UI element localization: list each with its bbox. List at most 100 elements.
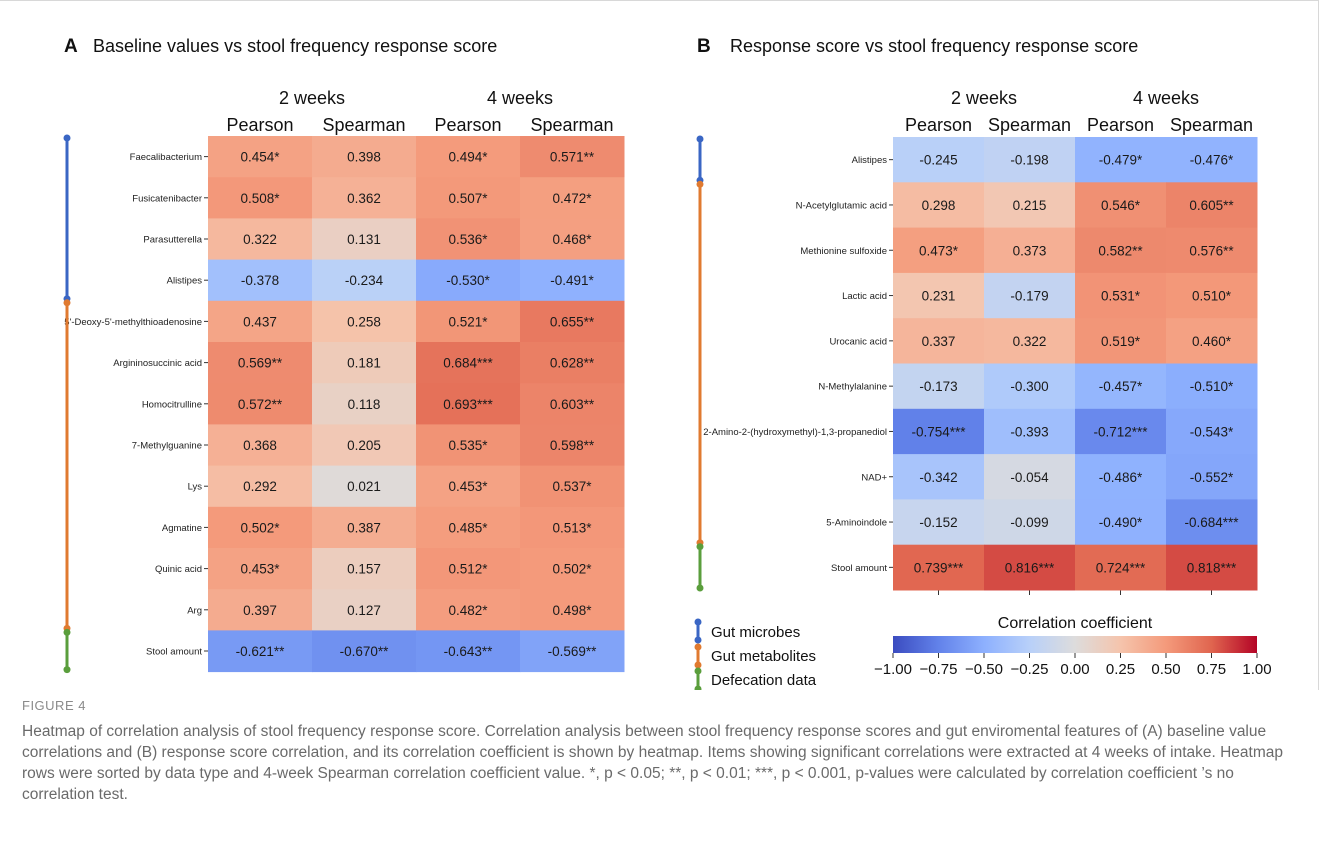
- heatmap-cell: [416, 465, 521, 508]
- heatmap-cell: [984, 182, 1076, 229]
- cell-value-label: 0.576**: [1189, 243, 1234, 258]
- heatmap-cell: [520, 259, 625, 302]
- row-label: Methionine sulfoxide: [800, 246, 887, 257]
- heatmap-cell: [1075, 182, 1167, 229]
- panel-b-group-brackets: [696, 135, 704, 592]
- panel-b-title: Response score vs stool frequency respon…: [730, 36, 1138, 56]
- cell-value-label: 0.387: [347, 520, 381, 535]
- heatmap-cell: [208, 548, 313, 590]
- heatmap-cell: [1166, 408, 1258, 455]
- cell-value-label: -0.245: [919, 153, 957, 168]
- heatmap-cell: [520, 177, 625, 219]
- cell-value-label: 0.569**: [238, 356, 283, 371]
- legend-dot-bottom: [694, 661, 702, 669]
- time-group-header: 4 weeks: [487, 88, 553, 108]
- legend-gut-metabolites-label: Gut metabolites: [711, 648, 816, 665]
- heatmap-cell: [416, 548, 521, 590]
- row-label: Stool amount: [831, 563, 887, 574]
- cell-value-label: -0.486*: [1099, 470, 1143, 485]
- legend-dot-bottom: [694, 685, 702, 690]
- colorbar-title: Correlation coefficient: [998, 615, 1153, 632]
- time-group-header: 2 weeks: [951, 88, 1017, 108]
- legend-gut-microbes: Gut microbes: [694, 618, 800, 644]
- cell-value-label: 0.337: [922, 334, 956, 349]
- row-label: Argininosuccinic acid: [113, 358, 202, 369]
- legend-gut-microbes-label: Gut microbes: [711, 624, 800, 641]
- heatmap-cell: [416, 300, 521, 343]
- group-bracket-dot: [63, 299, 71, 307]
- cell-value-label: 0.513*: [552, 520, 592, 535]
- cell-value-label: -0.198: [1010, 153, 1048, 168]
- cell-value-label: 0.494*: [448, 150, 488, 165]
- heatmap-cell: [893, 454, 985, 500]
- cell-value-label: 0.298: [922, 198, 956, 213]
- colorbar-tick-label: −0.50: [965, 661, 1003, 678]
- row-label: Homocitrulline: [142, 399, 202, 410]
- colorbar-gradient-bar: [893, 636, 1257, 653]
- row-label: 2-Amino-2-(hydroxymethyl)-1,3-propanedio…: [703, 427, 887, 438]
- row-label: Lys: [188, 482, 203, 493]
- colorbar: Correlation coefficient −1.00 −0.75 −0.50−…: [874, 615, 1272, 678]
- heatmap-cell: [984, 454, 1076, 500]
- heatmap-cell: [520, 300, 625, 343]
- colorbar-tick-label: −1.00: [874, 661, 912, 678]
- cell-value-label: -0.479*: [1099, 153, 1143, 168]
- heatmap-cell: [416, 342, 521, 384]
- figure-canvas: A Baseline values vs stool frequency res…: [63, 36, 1272, 690]
- panel-b-column-headers: 2 weeks 4 weeks Pearson Spearman Pearson Spea…: [905, 88, 1253, 595]
- heatmap-cell: [208, 465, 313, 508]
- heatmap-cell: [1166, 182, 1258, 229]
- cell-value-label: 0.739***: [914, 560, 964, 575]
- group-bracket-dot: [63, 134, 71, 142]
- cell-value-label: 0.510*: [1192, 289, 1232, 304]
- heatmap-cell: [1075, 227, 1167, 274]
- cell-value-label: -0.393: [1010, 424, 1048, 439]
- heatmap-cell: [208, 630, 313, 673]
- cell-value-label: -0.569**: [548, 644, 598, 659]
- heatmap-cell: [208, 300, 313, 343]
- figure-caption: FIGURE 4 Heatmap of correlation analysis…: [22, 698, 1302, 805]
- cell-value-label: -0.054: [1010, 470, 1049, 485]
- panel-a-column-headers: 2 weeks 4 weeks Pearson Spearman Pearson Spea…: [226, 88, 613, 135]
- cell-value-label: 0.362: [347, 191, 381, 206]
- heatmap-cell: [208, 506, 313, 549]
- colorbar-tick-label: 1.00: [1242, 661, 1271, 678]
- heatmap-cell: [312, 136, 417, 178]
- heatmap-cell: [208, 218, 313, 261]
- heatmap-cell: [208, 136, 313, 178]
- panel-a-group-brackets: [63, 134, 71, 674]
- heatmap-cell: [312, 259, 417, 302]
- cell-value-label: 0.655**: [550, 314, 595, 329]
- cell-value-label: 0.537*: [552, 479, 592, 494]
- column-header: Spearman: [988, 115, 1071, 135]
- heatmap-cell: [208, 589, 313, 631]
- cell-value-label: 0.724***: [1096, 560, 1146, 575]
- cell-value-label: 0.181: [347, 356, 381, 371]
- heatmap-cell: [312, 300, 417, 343]
- cell-value-label: -0.476*: [1190, 153, 1234, 168]
- cell-value-label: 0.482*: [448, 603, 488, 618]
- heatmap-cell: [208, 424, 313, 467]
- cell-value-label: 0.021: [347, 479, 381, 494]
- heatmap-cell: [520, 465, 625, 508]
- heatmap-cell: [1166, 137, 1258, 183]
- heatmap-cell: [893, 272, 985, 319]
- cell-value-label: -0.510*: [1190, 379, 1234, 394]
- row-label: Fusicatenibacter: [132, 193, 202, 204]
- cell-value-label: -0.300: [1010, 379, 1048, 394]
- heatmap-cell: [1075, 318, 1167, 364]
- cell-value-label: -0.378: [241, 273, 279, 288]
- cell-value-label: 0.472*: [552, 191, 592, 206]
- heatmap-cell: [312, 342, 417, 384]
- cell-value-label: 0.628**: [550, 356, 595, 371]
- heatmap-cell: [1166, 272, 1258, 319]
- heatmap-cell: [520, 589, 625, 631]
- row-label: 5-Aminoindole: [826, 518, 887, 529]
- heatmap-cell: [312, 589, 417, 631]
- cell-value-label: 0.512*: [448, 562, 488, 577]
- panel-a: A Baseline values vs stool frequency res…: [63, 36, 625, 674]
- legend-dot-top: [694, 667, 702, 675]
- legend-dot-top: [694, 618, 702, 626]
- heatmap-cell: [893, 499, 985, 546]
- figure-label: FIGURE 4: [22, 698, 86, 713]
